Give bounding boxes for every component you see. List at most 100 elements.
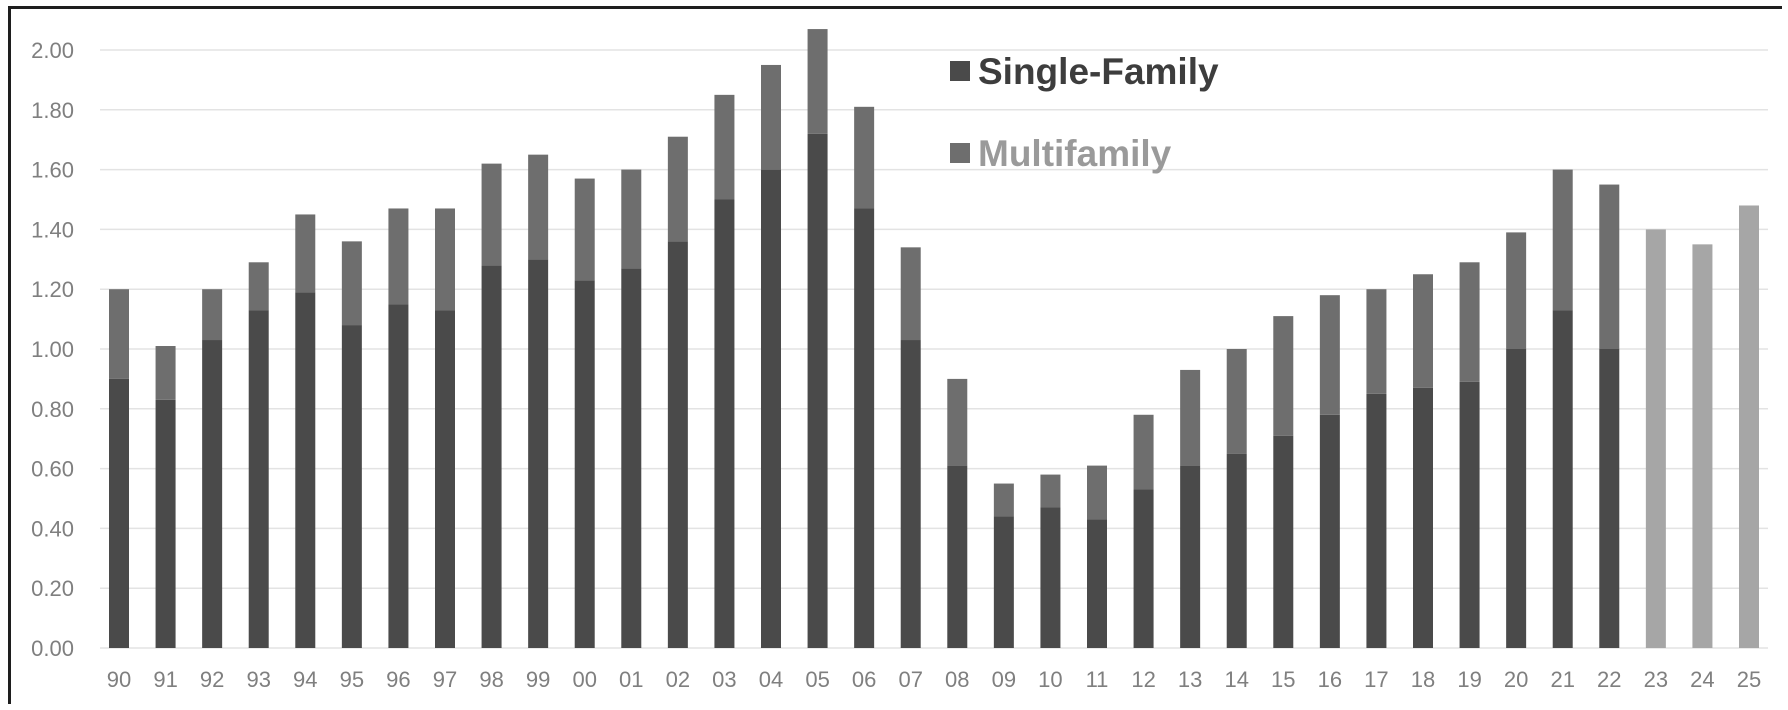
bar-multifamily-96 [388, 208, 409, 305]
bars [109, 29, 1759, 649]
bar-single-family-18 [1413, 387, 1433, 648]
bar-single-family-91 [155, 399, 176, 648]
bar-total-24 [1692, 244, 1713, 648]
x-tick-label: 09 [992, 667, 1016, 692]
bar-single-family-13 [1180, 465, 1201, 648]
x-tick-label: 92 [200, 667, 224, 692]
x-tick-label: 93 [246, 667, 270, 692]
x-tick-label: 23 [1644, 667, 1668, 692]
legend-swatch-multifamily [950, 143, 970, 163]
bar-single-family-92 [202, 340, 223, 648]
bar-single-family-01 [621, 268, 642, 648]
bar-multifamily-21 [1552, 169, 1573, 311]
x-tick-label: 06 [852, 667, 876, 692]
bar-single-family-08 [947, 465, 968, 648]
x-tick-label: 03 [712, 667, 736, 692]
bar-multifamily-12 [1133, 414, 1154, 490]
bar-multifamily-22 [1599, 184, 1620, 349]
bar-single-family-10 [1040, 507, 1061, 648]
bar-multifamily-07 [900, 247, 921, 341]
bar-single-family-03 [714, 199, 735, 648]
x-tick-label: 21 [1550, 667, 1574, 692]
y-tick-label: 1.00 [31, 337, 74, 362]
x-tick-label: 25 [1737, 667, 1761, 692]
bar-multifamily-18 [1413, 274, 1433, 388]
x-tick-label: 97 [433, 667, 457, 692]
bar-single-family-19 [1459, 381, 1480, 648]
x-tick-label: 12 [1131, 667, 1155, 692]
bar-multifamily-02 [667, 136, 688, 242]
x-tick-label: 04 [759, 667, 783, 692]
bar-multifamily-94 [295, 214, 316, 293]
y-tick-label: 2.00 [31, 38, 74, 63]
bar-single-family-22 [1599, 349, 1620, 648]
y-axis-ticks: 0.00 0.20 0.40 0.60 0.80 1.00 1.20 1.40 1.60 1.80… [31, 38, 74, 661]
bar-single-family-93 [248, 310, 269, 648]
bar-multifamily-03 [714, 94, 735, 200]
bar-single-family-00 [574, 280, 595, 648]
x-tick-label: 01 [619, 667, 643, 692]
x-tick-label: 02 [666, 667, 690, 692]
bar-single-family-94 [295, 292, 316, 648]
bar-multifamily-06 [854, 106, 875, 209]
legend-label-single-family: Single-Family [978, 51, 1219, 92]
y-tick-label: 0.80 [31, 397, 74, 422]
bar-multifamily-05 [807, 29, 828, 134]
bar-single-family-11 [1087, 519, 1107, 648]
bar-single-family-20 [1506, 349, 1527, 648]
x-tick-label: 22 [1597, 667, 1621, 692]
bar-single-family-95 [341, 325, 362, 648]
x-tick-label: 10 [1038, 667, 1062, 692]
y-tick-label: 1.60 [31, 158, 74, 183]
bar-multifamily-14 [1226, 349, 1247, 454]
bar-single-family-90 [109, 378, 129, 648]
bar-multifamily-08 [947, 378, 968, 466]
bar-multifamily-98 [481, 163, 502, 266]
x-tick-label: 95 [340, 667, 364, 692]
bar-total-25 [1739, 205, 1759, 649]
x-tick-label: 96 [386, 667, 410, 692]
bar-single-family-21 [1552, 310, 1573, 648]
bar-multifamily-91 [155, 346, 176, 400]
bar-single-family-16 [1319, 414, 1340, 648]
bar-multifamily-13 [1180, 369, 1201, 466]
x-tick-label: 17 [1364, 667, 1388, 692]
x-tick-label: 90 [107, 667, 131, 692]
bar-single-family-12 [1133, 489, 1154, 648]
x-tick-label: 24 [1690, 667, 1714, 692]
bar-multifamily-99 [528, 154, 549, 260]
bar-single-family-15 [1273, 435, 1294, 648]
x-tick-label: 18 [1411, 667, 1435, 692]
x-tick-label: 20 [1504, 667, 1528, 692]
x-tick-label: 15 [1271, 667, 1295, 692]
bar-single-family-06 [854, 208, 875, 648]
bar-multifamily-11 [1087, 465, 1107, 520]
bar-multifamily-16 [1319, 295, 1340, 415]
y-tick-label: 1.40 [31, 217, 74, 242]
bar-single-family-99 [528, 259, 549, 648]
bar-single-family-09 [993, 516, 1014, 648]
bar-multifamily-93 [248, 262, 269, 311]
x-tick-label: 91 [153, 667, 177, 692]
bar-single-family-14 [1226, 453, 1247, 648]
bar-single-family-97 [435, 310, 455, 648]
bar-multifamily-92 [202, 289, 223, 341]
bar-multifamily-09 [993, 483, 1014, 517]
bar-single-family-17 [1366, 393, 1387, 648]
bar-total-23 [1645, 229, 1666, 648]
bar-multifamily-00 [574, 178, 595, 281]
x-tick-label: 13 [1178, 667, 1202, 692]
bar-multifamily-10 [1040, 474, 1061, 508]
bar-multifamily-04 [761, 64, 781, 170]
bar-single-family-02 [667, 241, 688, 649]
x-tick-label: 11 [1086, 667, 1109, 692]
bar-single-family-98 [481, 265, 502, 648]
y-tick-label: 1.80 [31, 98, 74, 123]
bar-multifamily-97 [435, 208, 455, 311]
x-tick-label: 99 [526, 667, 550, 692]
x-tick-label: 05 [805, 667, 829, 692]
y-tick-label: 0.60 [31, 457, 74, 482]
x-tick-label: 00 [572, 667, 596, 692]
y-tick-label: 0.00 [31, 636, 74, 661]
